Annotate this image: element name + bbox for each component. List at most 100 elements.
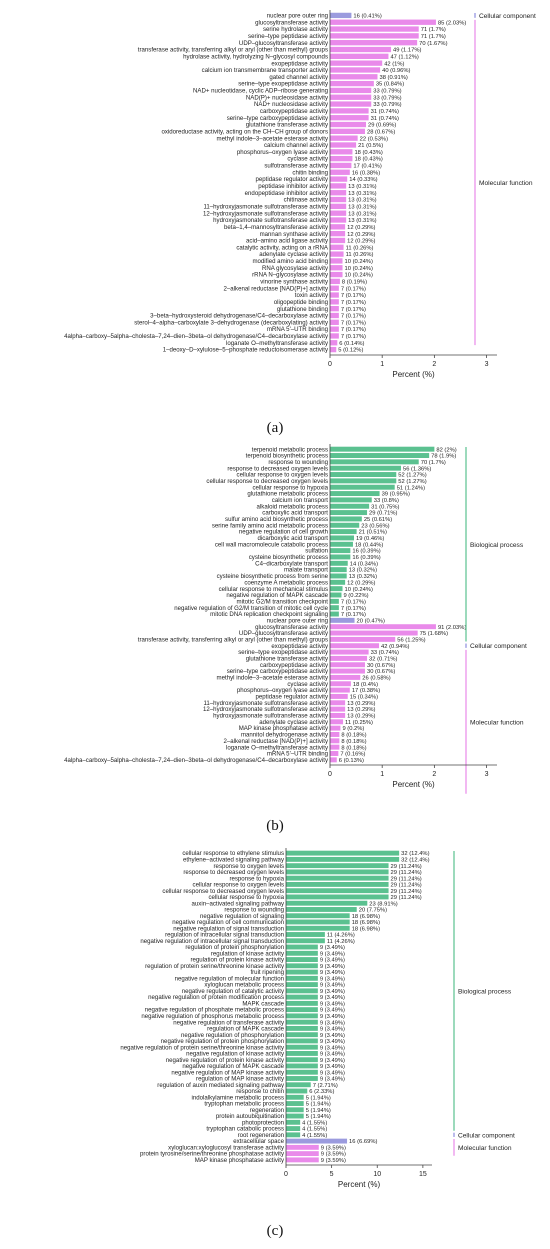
category-label: cellular response to hypoxia bbox=[208, 894, 284, 901]
group-label: Cellular component bbox=[470, 643, 527, 650]
bar bbox=[330, 190, 347, 196]
data-label: 30 (0.67%) bbox=[367, 669, 395, 675]
bar bbox=[286, 950, 318, 956]
category-label: MAPK cascade bbox=[242, 1000, 284, 1007]
category-label: ethylene–activated signaling pathway bbox=[183, 856, 285, 863]
bar bbox=[330, 712, 346, 718]
category-label: cellular response to decreased oxygen le… bbox=[206, 478, 328, 485]
category-label: mitotic G2/M transition checkpoint bbox=[237, 598, 329, 605]
bar bbox=[286, 1144, 319, 1150]
data-label: 8 (0.18%) bbox=[341, 745, 366, 751]
data-label: 9 (3.59%) bbox=[321, 1145, 346, 1151]
data-label: 9 (3.49%) bbox=[320, 983, 345, 989]
category-label: hydrolase activity, hydrolyzing N–glycos… bbox=[183, 53, 328, 60]
data-label: 5 (1.94%) bbox=[306, 1108, 331, 1114]
category-label: calcium ion transmembrane transporter ac… bbox=[202, 67, 329, 74]
bar bbox=[286, 919, 350, 925]
bar bbox=[330, 535, 355, 541]
data-label: 9 (3.49%) bbox=[320, 951, 345, 957]
bar bbox=[330, 573, 347, 579]
bar bbox=[330, 744, 340, 750]
category-label: regulation of protein serine/threonine k… bbox=[145, 963, 285, 970]
bar bbox=[330, 12, 352, 19]
bar bbox=[330, 668, 365, 674]
category-label: extracellular space bbox=[233, 1138, 284, 1145]
bar bbox=[330, 681, 351, 687]
bar bbox=[330, 19, 436, 25]
category-label: regulation of MAPK cascade bbox=[207, 1026, 285, 1033]
data-label: 47 (1.12%) bbox=[390, 54, 418, 60]
data-label: 9 (3.49%) bbox=[320, 970, 345, 976]
category-label: catalytic activity, acting on a rRNA bbox=[236, 244, 329, 251]
data-label: 29 (11.24%) bbox=[391, 883, 422, 889]
group-label: Molecular function bbox=[458, 1145, 512, 1152]
category-label: nuclear pore outer ring bbox=[267, 617, 328, 624]
x-tick-label: 1 bbox=[380, 361, 384, 368]
category-label: cellular response to hypoxia bbox=[252, 484, 328, 491]
bar bbox=[330, 636, 396, 642]
bar bbox=[286, 1107, 304, 1113]
bar bbox=[286, 1025, 318, 1031]
bar bbox=[330, 624, 436, 630]
data-label: 52 (1.27%) bbox=[398, 479, 426, 485]
category-label: cellular response to mechanical stimulus bbox=[219, 586, 328, 593]
data-label: 85 (2.03%) bbox=[438, 20, 466, 26]
data-label: 56 (1.36%) bbox=[403, 466, 431, 472]
category-label: NAD+ nucleosidase activity bbox=[254, 101, 329, 108]
x-tick-label: 0 bbox=[328, 771, 332, 778]
data-label: 9 (3.49%) bbox=[320, 976, 345, 982]
category-label: negative regulation of protein kinase ac… bbox=[166, 1057, 285, 1064]
bar bbox=[286, 888, 389, 894]
data-label: 28 (0.67%) bbox=[367, 129, 395, 135]
data-label: 91 (2.03%) bbox=[438, 625, 466, 631]
bar bbox=[286, 1007, 318, 1013]
data-label: 38 (0.91%) bbox=[379, 75, 407, 81]
bar bbox=[330, 217, 347, 223]
bar bbox=[286, 894, 389, 900]
data-label: 12 (0.29%) bbox=[347, 232, 375, 238]
data-label: 7 (0.17%) bbox=[341, 606, 366, 612]
data-label: 16 (6.69%) bbox=[349, 1139, 377, 1145]
data-label: 9 (0.2%) bbox=[342, 726, 364, 732]
category-label: negative regulation of protein modificat… bbox=[148, 994, 284, 1001]
category-label: methyl indole–3–acetate esterase activit… bbox=[217, 675, 329, 682]
category-label: xyloglucan metabolic process bbox=[204, 982, 284, 989]
data-label: 11 (0.25%) bbox=[345, 720, 373, 726]
bar bbox=[330, 346, 337, 353]
data-label: 13 (0.31%) bbox=[348, 204, 376, 210]
category-label: regulation of auxin mediated signaling p… bbox=[157, 1082, 285, 1089]
category-label: negative regulation of kinase activity bbox=[186, 1051, 285, 1058]
data-label: 6 (2.33%) bbox=[309, 1089, 334, 1095]
category-label: carboxypeptidase activity bbox=[260, 662, 329, 669]
bar bbox=[286, 1088, 308, 1094]
category-label: MAP kinase phosphatase activity bbox=[239, 725, 329, 732]
bar bbox=[330, 751, 339, 756]
category-label: 11–hydroxyjasmonate sulfotransferase act… bbox=[203, 203, 328, 210]
bar bbox=[330, 292, 339, 298]
group-label: Cellular component bbox=[479, 13, 536, 20]
panel-caption: (b) bbox=[266, 818, 284, 834]
data-label: 9 (3.49%) bbox=[320, 1008, 345, 1014]
bar bbox=[330, 510, 368, 516]
data-label: 40 (0.96%) bbox=[382, 68, 410, 74]
category-label: response to wounding bbox=[268, 459, 328, 466]
category-label: serine hydrolase activity bbox=[263, 26, 329, 33]
bar bbox=[286, 1000, 318, 1006]
category-label: mannan synthase activity bbox=[260, 231, 329, 238]
data-label: 78 (1.9%) bbox=[431, 454, 456, 460]
category-label: terpenoid biosynthetic process bbox=[246, 453, 328, 460]
data-label: 11 (0.26%) bbox=[346, 252, 374, 258]
data-label: 5 (1.94%) bbox=[306, 1102, 331, 1108]
data-label: 9 (3.49%) bbox=[320, 989, 345, 995]
bar bbox=[330, 459, 419, 465]
data-label: 9 (3.49%) bbox=[320, 1033, 345, 1039]
x-tick-label: 5 bbox=[330, 1171, 334, 1178]
category-label: sulfur amino acid biosynthetic process bbox=[225, 516, 328, 523]
bar bbox=[286, 856, 400, 862]
data-label: 9 (3.49%) bbox=[320, 1070, 345, 1076]
data-label: 7 (0.17%) bbox=[341, 599, 366, 605]
data-label: 13 (0.29%) bbox=[347, 701, 375, 707]
data-label: 8 (0.19%) bbox=[342, 279, 367, 285]
category-label: loganate O–methyltransferase activity bbox=[226, 340, 329, 347]
